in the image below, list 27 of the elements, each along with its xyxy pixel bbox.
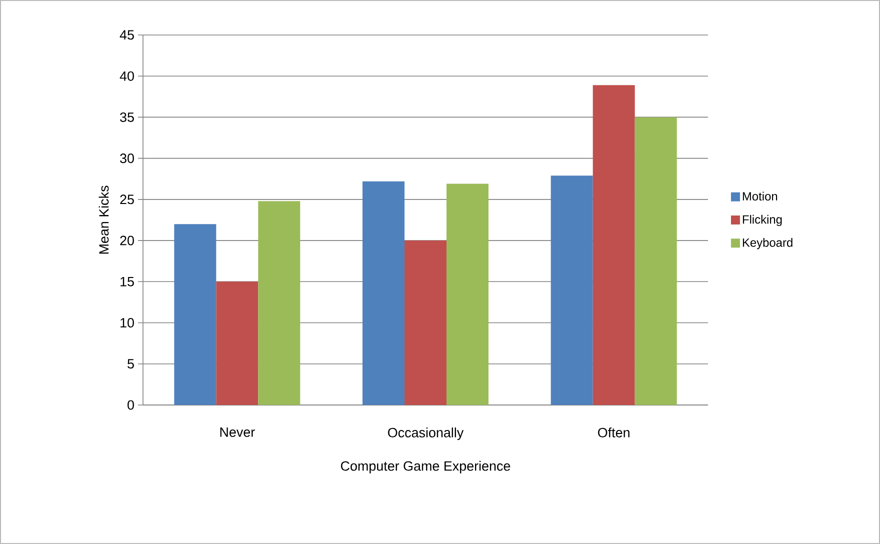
y-tick-label: 40 — [120, 71, 134, 81]
bar — [446, 184, 489, 405]
legend-label: Keyboard — [742, 238, 792, 250]
bar — [404, 240, 447, 405]
y-tick-label: 45 — [120, 30, 134, 40]
x-tick-label: Never — [220, 428, 255, 437]
y-tick-label: 20 — [120, 236, 134, 246]
bar — [216, 282, 258, 405]
y-tick-label: 35 — [120, 112, 134, 122]
bar — [592, 85, 635, 405]
y-tick-label: 25 — [120, 194, 134, 204]
bar — [362, 181, 405, 405]
x-tick-label: Often — [598, 428, 630, 438]
y-tick-label: 10 — [120, 318, 134, 328]
y-tick-label: 0 — [128, 400, 134, 410]
x-tick-label: Occasionally — [388, 428, 464, 440]
bar — [634, 117, 677, 405]
y-tick-label: 15 — [120, 276, 134, 286]
y-tick-label: 5 — [128, 359, 134, 369]
y-axis-title: Mean Kicks — [98, 186, 109, 254]
x-axis-title: Computer Game Experience — [340, 460, 510, 474]
bar — [174, 224, 216, 405]
bar — [258, 201, 300, 405]
legend-label: Flicking — [742, 214, 782, 226]
bar — [550, 176, 593, 405]
y-tick-label: 30 — [120, 154, 134, 164]
legend-label: Motion — [742, 192, 778, 201]
